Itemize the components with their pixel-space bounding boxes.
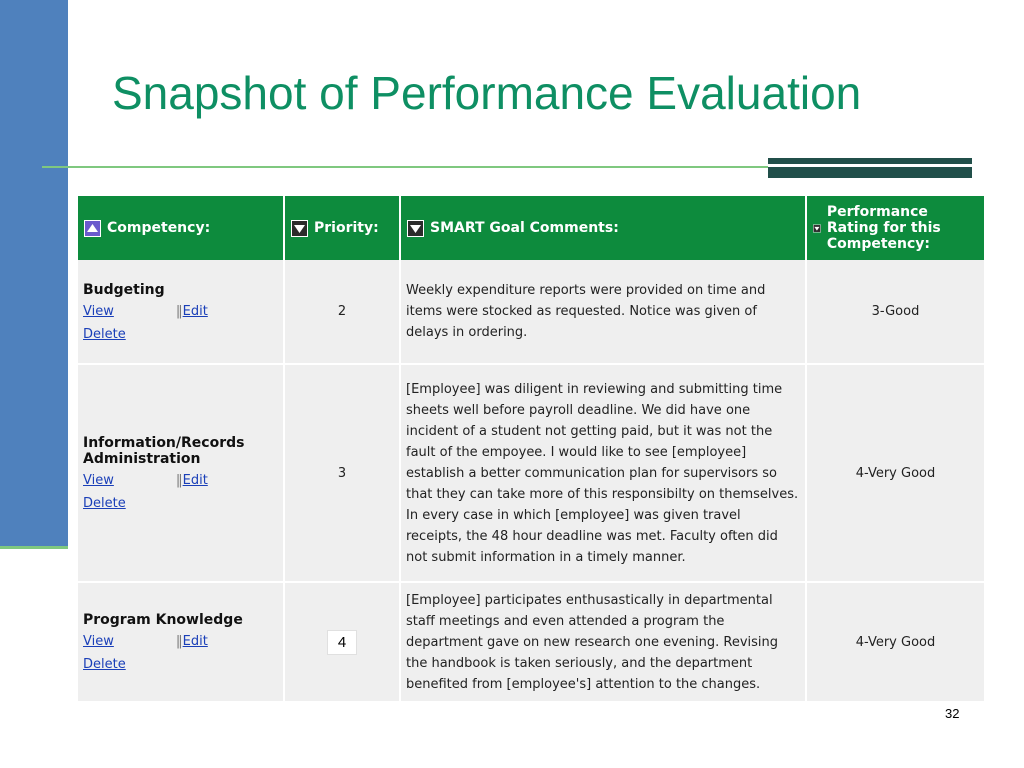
sort-descending-icon[interactable] [813, 220, 821, 237]
separator-icon: || [175, 634, 183, 649]
sort-descending-icon[interactable] [407, 219, 424, 237]
edit-link[interactable]: Edit [182, 473, 208, 488]
competency-name: Information/Records Administration [83, 435, 245, 467]
delete-link[interactable]: Delete [83, 326, 126, 342]
view-link[interactable]: View [83, 634, 114, 649]
competency-cell: Information/Records Administration View … [78, 364, 285, 583]
competency-name: Budgeting [83, 281, 165, 298]
header-rating-label: Performance Rating for this Competency: [826, 204, 941, 252]
rating-value: 4-Very Good [855, 634, 936, 650]
table-row: Program Knowledge View || Edit Delete 4 … [78, 582, 984, 703]
comments-text: [Employee] participates enthusastically … [406, 592, 779, 692]
header-competency-label: Competency: [107, 220, 211, 236]
view-link[interactable]: View [83, 473, 114, 488]
slide-sidebar-bar [0, 0, 68, 546]
table-row: Budgeting View || Edit Delete 2 Weekly e… [78, 260, 984, 365]
rating-cell: 3-Good [806, 260, 984, 365]
rating-value: 3-Good [871, 304, 920, 319]
table-row: Information/Records Administration View … [78, 364, 984, 583]
priority-cell: 3 [284, 364, 401, 583]
view-link[interactable]: View [83, 303, 114, 319]
competency-cell: Program Knowledge View || Edit Delete [78, 582, 285, 703]
rating-cell: 4-Very Good [806, 582, 984, 703]
priority-cell: 2 [284, 260, 401, 365]
delete-link[interactable]: Delete [83, 496, 126, 511]
header-comments[interactable]: SMART Goal Comments: [400, 196, 807, 260]
sidebar-accent-line [0, 546, 68, 549]
table-header-row: Competency: Priority: [78, 196, 984, 260]
rating-value: 4-Very Good [855, 465, 936, 481]
header-competency[interactable]: Competency: [78, 196, 285, 260]
evaluation-table: Competency: Priority: [78, 196, 984, 703]
priority-cell: 4 [284, 582, 401, 703]
comments-cell: [Employee] was diligent in reviewing and… [400, 364, 807, 583]
comments-cell: [Employee] participates enthusastically … [400, 582, 807, 703]
competency-cell: Budgeting View || Edit Delete [78, 260, 285, 365]
decorative-bar-bottom [768, 167, 972, 178]
competency-name: Program Knowledge [83, 612, 243, 628]
priority-value: 4 [326, 629, 358, 655]
header-comments-label: SMART Goal Comments: [430, 220, 619, 236]
header-priority[interactable]: Priority: [284, 196, 401, 260]
priority-value: 3 [337, 465, 347, 481]
edit-link[interactable]: Edit [182, 634, 208, 649]
comments-cell: Weekly expenditure reports were provided… [400, 260, 807, 365]
rating-cell: 4-Very Good [806, 364, 984, 583]
separator-icon: || [175, 473, 183, 488]
sort-descending-icon[interactable] [291, 219, 308, 237]
title-divider [42, 166, 768, 168]
header-rating[interactable]: Performance Rating for this Competency: [806, 196, 984, 260]
edit-link[interactable]: Edit [182, 303, 208, 319]
slide-title: Snapshot of Performance Evaluation [112, 67, 862, 119]
priority-value: 2 [337, 304, 347, 319]
comments-text: [Employee] was diligent in reviewing and… [406, 381, 799, 565]
page-number: 32 [945, 706, 960, 721]
sort-ascending-icon[interactable] [84, 219, 101, 237]
separator-icon: || [175, 303, 183, 319]
delete-link[interactable]: Delete [83, 657, 126, 672]
decorative-bar-top [768, 158, 972, 164]
header-priority-label: Priority: [314, 220, 379, 236]
comments-text: Weekly expenditure reports were provided… [406, 283, 766, 340]
